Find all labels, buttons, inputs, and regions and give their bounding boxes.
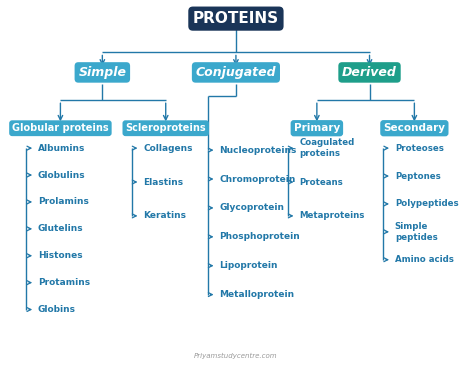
- Text: Globular proteins: Globular proteins: [12, 123, 109, 133]
- Text: Proteans: Proteans: [299, 177, 343, 187]
- Text: Polypeptides: Polypeptides: [395, 200, 458, 209]
- Text: Lipoprotein: Lipoprotein: [219, 261, 278, 270]
- Text: Globins: Globins: [38, 305, 76, 314]
- Text: Nucleoproteins: Nucleoproteins: [219, 146, 297, 155]
- Text: Phosphoprotein: Phosphoprotein: [219, 232, 300, 241]
- Text: Proteoses: Proteoses: [395, 144, 444, 152]
- Text: Metaproteins: Metaproteins: [299, 211, 365, 220]
- Text: Scleroproteins: Scleroproteins: [126, 123, 206, 133]
- Text: Secondary: Secondary: [383, 123, 446, 133]
- Text: Collagens: Collagens: [143, 144, 193, 152]
- Text: Globulins: Globulins: [38, 171, 86, 180]
- Text: Prolamins: Prolamins: [38, 197, 89, 206]
- Text: Priyamstudycentre.com: Priyamstudycentre.com: [194, 353, 278, 359]
- Text: Simple
peptides: Simple peptides: [395, 222, 438, 242]
- Text: Albumins: Albumins: [38, 144, 85, 152]
- Text: Simple: Simple: [78, 66, 127, 79]
- Text: Primary: Primary: [294, 123, 340, 133]
- Text: Protamins: Protamins: [38, 278, 90, 287]
- Text: Keratins: Keratins: [143, 211, 186, 220]
- Text: Conjugated: Conjugated: [196, 66, 276, 79]
- Text: Glycoprotein: Glycoprotein: [219, 203, 284, 213]
- Text: Amino acids: Amino acids: [395, 255, 454, 264]
- Text: PROTEINS: PROTEINS: [193, 11, 279, 26]
- Text: Histones: Histones: [38, 251, 82, 260]
- Text: Elastins: Elastins: [143, 177, 183, 187]
- Text: Peptones: Peptones: [395, 171, 441, 181]
- Text: Metalloprotein: Metalloprotein: [219, 290, 294, 299]
- Text: Chromoprotein: Chromoprotein: [219, 174, 296, 184]
- Text: Coagulated
proteins: Coagulated proteins: [299, 138, 355, 158]
- Text: Derived: Derived: [342, 66, 397, 79]
- Text: Glutelins: Glutelins: [38, 224, 83, 233]
